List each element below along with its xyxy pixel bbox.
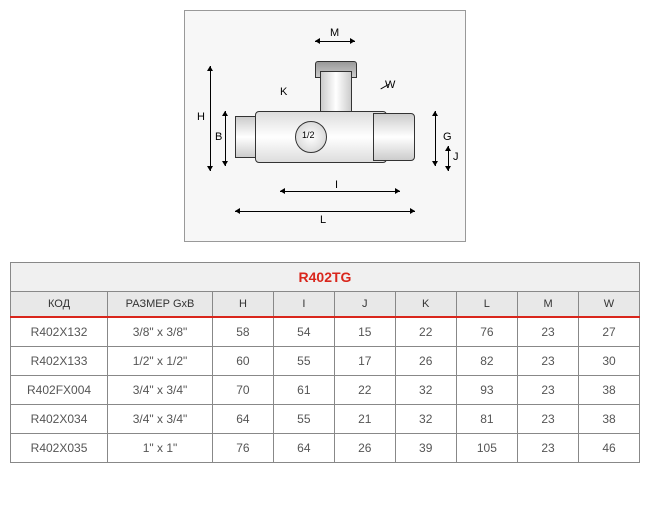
header-m: M xyxy=(518,292,579,318)
table-row: R402X0351" x 1"766426391052346 xyxy=(11,434,640,463)
table-row: R402FX0043/4" x 3/4"70612232932338 xyxy=(11,376,640,405)
table-cell: R402X035 xyxy=(11,434,108,463)
valve-drawing: 1/2 xyxy=(235,101,405,171)
table-cell: 55 xyxy=(273,347,334,376)
table-cell: 23 xyxy=(518,405,579,434)
header-w: W xyxy=(579,292,640,318)
table-cell: 17 xyxy=(334,347,395,376)
table-cell: 22 xyxy=(334,376,395,405)
table-cell: 3/4" x 3/4" xyxy=(108,405,213,434)
table-title-row: R402TG xyxy=(11,263,640,292)
header-k: K xyxy=(395,292,456,318)
table-cell: 64 xyxy=(273,434,334,463)
dim-arrow-g xyxy=(435,111,436,166)
valve-right-port xyxy=(373,113,415,161)
table-cell: R402X132 xyxy=(11,317,108,347)
table-row: R402X0343/4" x 3/4"64552132812338 xyxy=(11,405,640,434)
table-cell: R402X034 xyxy=(11,405,108,434)
table-cell: 26 xyxy=(334,434,395,463)
table-cell: 82 xyxy=(456,347,517,376)
table-cell: R402X133 xyxy=(11,347,108,376)
header-i: I xyxy=(273,292,334,318)
header-code: КОД xyxy=(11,292,108,318)
table-cell: 15 xyxy=(334,317,395,347)
table-cell: 23 xyxy=(518,434,579,463)
table-cell: 70 xyxy=(212,376,273,405)
dim-label-h: H xyxy=(197,111,205,123)
valve-center-mark: 1/2 xyxy=(295,121,327,153)
table-cell: 22 xyxy=(395,317,456,347)
table-cell: 93 xyxy=(456,376,517,405)
table-cell: 30 xyxy=(579,347,640,376)
header-l: L xyxy=(456,292,517,318)
header-h: H xyxy=(212,292,273,318)
dim-label-m: M xyxy=(330,27,339,39)
table-cell: 23 xyxy=(518,317,579,347)
table-cell: 32 xyxy=(395,376,456,405)
table-title-cell: R402TG xyxy=(11,263,640,292)
header-j: J xyxy=(334,292,395,318)
table-cell: 38 xyxy=(579,376,640,405)
header-size: РАЗМЕР GxB xyxy=(108,292,213,318)
dim-label-l: L xyxy=(320,214,326,226)
table-title: R402TG xyxy=(299,269,352,285)
table-cell: 58 xyxy=(212,317,273,347)
spec-table-container: R402TG КОД РАЗМЕР GxB H I J K L M W R402… xyxy=(10,262,640,463)
table-body: R402X1323/8" x 3/8"58541522762327R402X13… xyxy=(11,317,640,463)
dim-arrow-i xyxy=(280,191,400,192)
table-cell: 81 xyxy=(456,405,517,434)
table-header-row: КОД РАЗМЕР GxB H I J K L M W xyxy=(11,292,640,318)
table-cell: 26 xyxy=(395,347,456,376)
dim-arrow-m xyxy=(315,41,355,42)
table-cell: 39 xyxy=(395,434,456,463)
center-label: 1/2 xyxy=(302,130,315,140)
table-cell: 46 xyxy=(579,434,640,463)
valve-top-stem xyxy=(320,71,352,113)
table-cell: 60 xyxy=(212,347,273,376)
table-row: R402X1323/8" x 3/8"58541522762327 xyxy=(11,317,640,347)
dim-label-b: B xyxy=(215,131,222,143)
table-cell: 76 xyxy=(456,317,517,347)
dim-arrow-j xyxy=(448,146,449,171)
technical-diagram: 1/2 M K W H B G J I L xyxy=(184,10,466,242)
spec-table: R402TG КОД РАЗМЕР GxB H I J K L M W R402… xyxy=(10,262,640,463)
table-cell: 1/2" x 1/2" xyxy=(108,347,213,376)
table-row: R402X1331/2" x 1/2"60551726822330 xyxy=(11,347,640,376)
table-cell: 3/8" x 3/8" xyxy=(108,317,213,347)
table-cell: 23 xyxy=(518,376,579,405)
table-cell: 64 xyxy=(212,405,273,434)
table-cell: 3/4" x 3/4" xyxy=(108,376,213,405)
dim-arrow-b xyxy=(225,111,226,166)
dim-label-i: I xyxy=(335,179,338,191)
table-cell: 21 xyxy=(334,405,395,434)
table-cell: 38 xyxy=(579,405,640,434)
dim-label-j: J xyxy=(453,151,459,163)
table-cell: 27 xyxy=(579,317,640,347)
table-cell: 55 xyxy=(273,405,334,434)
dim-label-k: K xyxy=(280,86,287,98)
table-cell: R402FX004 xyxy=(11,376,108,405)
table-cell: 61 xyxy=(273,376,334,405)
dim-arrow-h xyxy=(210,66,211,171)
table-cell: 32 xyxy=(395,405,456,434)
table-cell: 23 xyxy=(518,347,579,376)
table-cell: 54 xyxy=(273,317,334,347)
table-cell: 105 xyxy=(456,434,517,463)
dim-arrow-l xyxy=(235,211,415,212)
table-cell: 76 xyxy=(212,434,273,463)
dim-label-g: G xyxy=(443,131,452,143)
table-cell: 1" x 1" xyxy=(108,434,213,463)
